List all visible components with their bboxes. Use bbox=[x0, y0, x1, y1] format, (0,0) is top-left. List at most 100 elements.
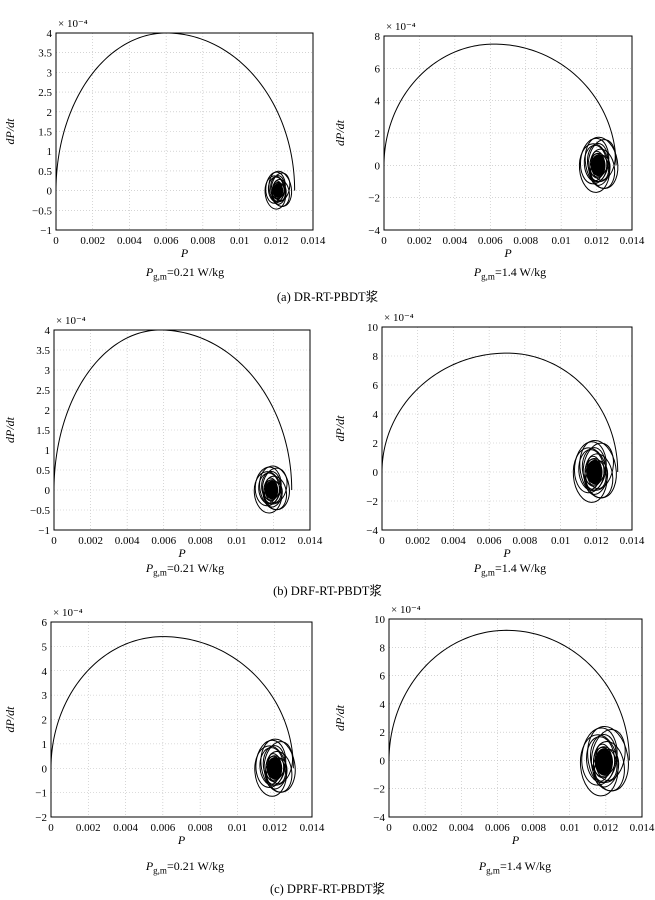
y-tick-label: 4 bbox=[380, 699, 386, 711]
note-text: =1.4 W/kg bbox=[499, 859, 552, 873]
note-prefix: P bbox=[478, 859, 487, 873]
attractor-loop bbox=[590, 729, 626, 783]
note-prefix: P bbox=[473, 561, 482, 575]
axis-exponent: × 10⁻⁴ bbox=[58, 18, 88, 30]
x-axis-label: P bbox=[503, 246, 512, 260]
y-axis-label: dP/dt bbox=[333, 119, 347, 146]
y-axis-label: dP/dt bbox=[3, 706, 17, 733]
attractor-loop bbox=[259, 465, 290, 511]
attractor-loop bbox=[589, 733, 617, 777]
x-tick-label: 0.004 bbox=[441, 535, 466, 547]
y-tick-label: 0 bbox=[47, 186, 53, 198]
y-tick-label: 0 bbox=[380, 755, 386, 767]
x-tick-label: 0.004 bbox=[449, 822, 474, 834]
axis-exponent: × 10⁻⁴ bbox=[384, 312, 414, 324]
y-tick-label: 6 bbox=[375, 63, 381, 75]
x-tick-label: 0 bbox=[386, 822, 392, 834]
note-sub: g,m bbox=[486, 865, 500, 876]
attractor-loop bbox=[263, 741, 294, 786]
note-sub: g,m bbox=[481, 567, 495, 578]
axis-exponent: × 10⁻⁴ bbox=[386, 21, 416, 33]
y-tick-label: 0.5 bbox=[36, 465, 50, 477]
y-tick-label: −0.5 bbox=[30, 505, 50, 517]
y-tick-label: 6 bbox=[373, 380, 379, 392]
y-tick-label: −1 bbox=[35, 788, 47, 800]
x-axis-label: P bbox=[511, 833, 520, 847]
x-tick-label: 0.01 bbox=[551, 535, 570, 547]
y-axis-label: dP/dt bbox=[333, 415, 347, 442]
x-tick-label: 0.002 bbox=[80, 235, 105, 247]
y-tick-label: 8 bbox=[380, 642, 386, 654]
attractor-loop bbox=[270, 172, 291, 203]
x-tick-label: 0 bbox=[379, 535, 385, 547]
y-tick-label: 2 bbox=[42, 715, 48, 727]
attractor-loop bbox=[586, 143, 609, 178]
y-tick-label: 2 bbox=[380, 727, 386, 739]
x-tick-label: 0.014 bbox=[620, 535, 645, 547]
caption-c: (c) DPRF-RT-PBDT浆 bbox=[269, 882, 386, 896]
y-tick-label: 5 bbox=[42, 641, 48, 653]
x-tick-label: 0.014 bbox=[630, 822, 655, 834]
caption-a: (a) DR-RT-PBDT浆 bbox=[276, 290, 379, 304]
x-tick-label: 0.014 bbox=[620, 235, 645, 247]
attractor-loop bbox=[579, 439, 617, 499]
x-tick-label: 0.006 bbox=[477, 535, 502, 547]
plot-frame bbox=[383, 35, 633, 231]
y-tick-label: 8 bbox=[373, 351, 379, 363]
x-tick-label: 0.004 bbox=[113, 822, 138, 834]
note-prefix: P bbox=[145, 561, 154, 575]
attractor-loop bbox=[260, 738, 296, 793]
x-axis-label: P bbox=[177, 833, 186, 847]
x-tick-label: 0.012 bbox=[262, 822, 287, 834]
x-tick-label: 0.004 bbox=[115, 535, 140, 547]
x-tick-label: 0.008 bbox=[188, 822, 213, 834]
x-tick-label: 0.002 bbox=[78, 535, 103, 547]
caption-b: (b) DRF-RT-PBDT浆 bbox=[273, 584, 382, 598]
attractor-loop bbox=[584, 136, 619, 189]
x-tick-label: 0.008 bbox=[190, 235, 215, 247]
y-tick-label: 3 bbox=[47, 67, 53, 79]
attractor-core bbox=[586, 459, 603, 485]
y-tick-label: 0 bbox=[42, 763, 48, 775]
y-axis-label: dP/dt bbox=[3, 118, 17, 145]
y-tick-label: 4 bbox=[375, 96, 381, 108]
y-tick-label: −2 bbox=[35, 812, 47, 824]
y-tick-label: −0.5 bbox=[32, 205, 52, 217]
x-tick-label: 0.012 bbox=[584, 535, 609, 547]
note-prefix: P bbox=[473, 265, 482, 279]
power-note-b-left: Pg,m=0.21 W/kg bbox=[60, 561, 310, 577]
y-tick-label: 2 bbox=[47, 107, 53, 119]
x-axis-label: P bbox=[502, 546, 511, 560]
axis-exponent: × 10⁻⁴ bbox=[53, 607, 83, 619]
x-tick-label: 0.002 bbox=[407, 235, 432, 247]
trajectory-arc bbox=[381, 352, 619, 473]
x-tick-label: 0.01 bbox=[560, 822, 579, 834]
y-tick-label: 0 bbox=[375, 160, 381, 172]
note-prefix: P bbox=[145, 859, 154, 873]
attractor-loop bbox=[261, 470, 282, 501]
power-note-b-right: Pg,m=1.4 W/kg bbox=[385, 561, 635, 577]
chart-c-right: 0 0.002 0.004 0.006 0.008 0.01 0.012 0.014 −4 −2 0… bbox=[330, 598, 655, 880]
x-tick-label: 0.002 bbox=[76, 822, 101, 834]
note-sub: g,m bbox=[481, 271, 495, 282]
y-tick-label: 1.5 bbox=[38, 127, 52, 139]
y-tick-label: −1 bbox=[38, 525, 50, 537]
x-tick-label: 0 bbox=[53, 235, 59, 247]
y-tick-label: 1 bbox=[45, 445, 51, 457]
note-text: =0.21 W/kg bbox=[166, 859, 225, 873]
x-axis-label: P bbox=[177, 546, 186, 560]
y-tick-label: 2 bbox=[375, 128, 381, 140]
chart-c-left-svg: 0 0.002 0.004 0.006 0.008 0.01 0.012 0.014 −2 −1 0… bbox=[3, 607, 325, 847]
attractor-cluster bbox=[578, 136, 619, 193]
y-tick-label: −2 bbox=[373, 784, 385, 796]
x-tick-label: 0.012 bbox=[584, 235, 609, 247]
x-tick-label: 0.002 bbox=[413, 822, 438, 834]
y-tick-label: 6 bbox=[380, 671, 386, 683]
attractor-core bbox=[273, 183, 284, 199]
y-axis-label: dP/dt bbox=[333, 704, 347, 731]
trajectory-arc bbox=[53, 329, 293, 491]
note-text: =1.4 W/kg bbox=[494, 561, 547, 575]
power-note-a-left: Pg,m=0.21 W/kg bbox=[60, 265, 310, 281]
power-note-c-right: Pg,m=1.4 W/kg bbox=[390, 859, 640, 875]
chart-b-right-svg: 0 0.002 0.004 0.006 0.008 0.01 0.012 0.014 −4 −2 0… bbox=[333, 312, 645, 560]
